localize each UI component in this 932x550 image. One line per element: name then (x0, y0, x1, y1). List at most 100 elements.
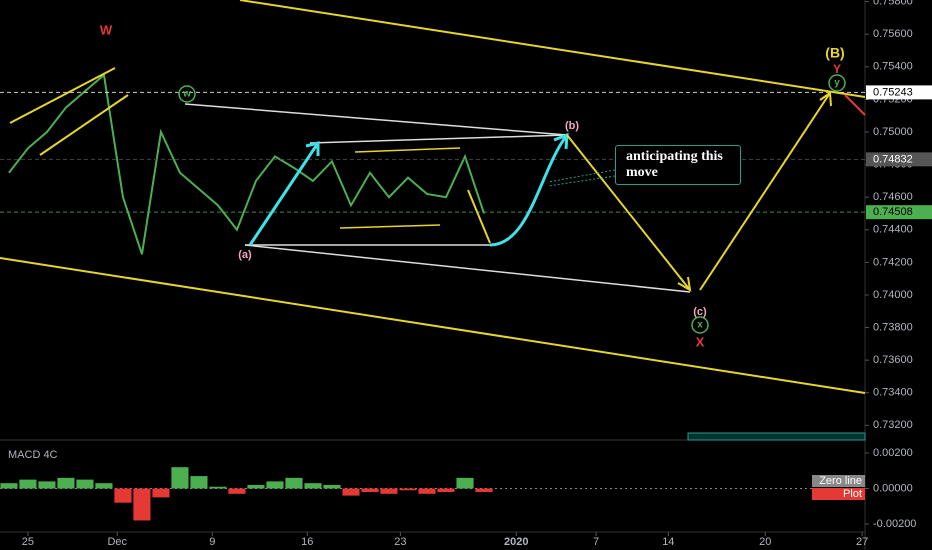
legend-swatch (812, 488, 865, 500)
histogram-bar (209, 486, 227, 489)
x-tick-label: 23 (394, 536, 406, 548)
main-panel: 0.73200 0.73400 0.73600 0.73800 0.74000 0.742… (0, 0, 932, 431)
histogram-bar (190, 476, 208, 489)
trend-line (354, 147, 461, 153)
x-tick-label: 9 (209, 536, 215, 548)
trend-line (309, 134, 568, 144)
histogram-bar (114, 488, 132, 503)
arrow (467, 189, 491, 244)
x-tick-label: 27 (856, 536, 868, 548)
histogram-bar (361, 488, 379, 493)
legend-label: Plot (843, 488, 862, 500)
legend-swatch (812, 475, 865, 487)
histogram-bar (266, 481, 284, 489)
callout: anticipating this move (615, 145, 741, 185)
histogram-bar (0, 483, 18, 489)
y-tick-label: 0.00200 (873, 447, 913, 459)
y-tick-label: 0.75600 (873, 28, 913, 40)
macd-panel: -0.00200 0.00000 0.00200 25 Dec 9 16 23 2020 7 14 2… (0, 447, 916, 548)
trend-line (339, 224, 441, 229)
histogram-bar (19, 479, 37, 489)
histogram-bar (323, 484, 341, 489)
x-tick-label: 2020 (504, 536, 528, 548)
trend-line (239, 0, 866, 98)
x-tick-label: 7 (593, 536, 599, 548)
trend-line (39, 94, 129, 156)
x-tick-label: 14 (662, 536, 674, 548)
wave-label: (b) (565, 120, 579, 132)
y-tick-label: 0.74200 (873, 256, 913, 268)
trend-line (244, 244, 691, 293)
wave-label: w (182, 89, 191, 100)
y-tick-label: 0.73600 (873, 354, 913, 366)
wave-label: (a) (238, 249, 252, 261)
histogram-bar (133, 488, 151, 521)
histogram-bar (57, 477, 75, 489)
histogram-bar (171, 467, 189, 489)
y-tick-label: 0.74000 (873, 289, 913, 301)
histogram-bar (380, 488, 398, 494)
histogram-bar (152, 488, 170, 498)
trend-line (0, 257, 866, 394)
histogram-bar (475, 488, 493, 493)
price-badge-label: 0.74832 (873, 153, 913, 165)
wave-label: X (696, 334, 705, 349)
y-tick-label: 0.73200 (873, 419, 913, 431)
arrow (699, 91, 832, 291)
y-tick-label: 0.75800 (873, 0, 913, 8)
trend-line (9, 67, 116, 124)
price-badge (866, 205, 932, 220)
wave-label: y (834, 78, 840, 89)
histogram-bar (399, 488, 417, 491)
wave-label: W (100, 22, 113, 37)
histogram-bar (228, 488, 246, 494)
price-badge-label: 0.74508 (873, 206, 913, 218)
histogram-bar (456, 477, 474, 489)
wave-label: (c) (693, 306, 707, 318)
y-tick-label: 0.73800 (873, 321, 913, 333)
x-tick-label: 20 (759, 536, 771, 548)
range-box (687, 432, 866, 441)
histogram-bar (418, 488, 436, 494)
wave-circle (691, 316, 709, 334)
y-tick-label: 0.00000 (873, 482, 913, 494)
price-badge (866, 85, 932, 100)
price-badge-label: 0.75243 (873, 86, 913, 98)
trend-line (844, 94, 866, 116)
histogram-bar (247, 484, 265, 489)
x-tick-label: 16 (301, 536, 313, 548)
histogram-bar (76, 479, 94, 489)
arrow (566, 134, 692, 292)
connector (547, 169, 616, 187)
histogram-bar (342, 488, 360, 496)
histogram-bar (285, 477, 303, 489)
legend-label: Zero line (819, 475, 862, 487)
histogram-bar (437, 488, 455, 493)
histogram-bar (95, 483, 113, 489)
price-badge (866, 152, 932, 167)
wave-label: x (697, 320, 703, 331)
arrow (248, 141, 320, 246)
indicator-title: MACD 4C (8, 449, 58, 461)
wave-labels: W w (a) (b) (c) x X (B) Y y (100, 22, 845, 349)
histogram-bar (304, 483, 322, 489)
drawings (0, 0, 866, 394)
y-tick-label: 0.74400 (873, 224, 913, 236)
wave-circle (178, 85, 196, 103)
y-tick-label: -0.00200 (873, 518, 916, 530)
x-tick-label: 25 (22, 536, 34, 548)
wave-label: (B) (825, 45, 844, 61)
wave-label: Y (833, 62, 841, 76)
x-tick-label: Dec (107, 536, 127, 548)
arrow (489, 132, 569, 247)
histogram-bar (38, 481, 56, 489)
y-tick-label: 0.74600 (873, 191, 913, 203)
trend-line (184, 103, 568, 136)
y-tick-label: 0.73400 (873, 387, 913, 399)
y-tick-label: 0.75400 (873, 61, 913, 73)
y-tick-label: 0.75000 (873, 126, 913, 138)
wave-circle (828, 74, 846, 92)
price-line (8, 73, 485, 255)
